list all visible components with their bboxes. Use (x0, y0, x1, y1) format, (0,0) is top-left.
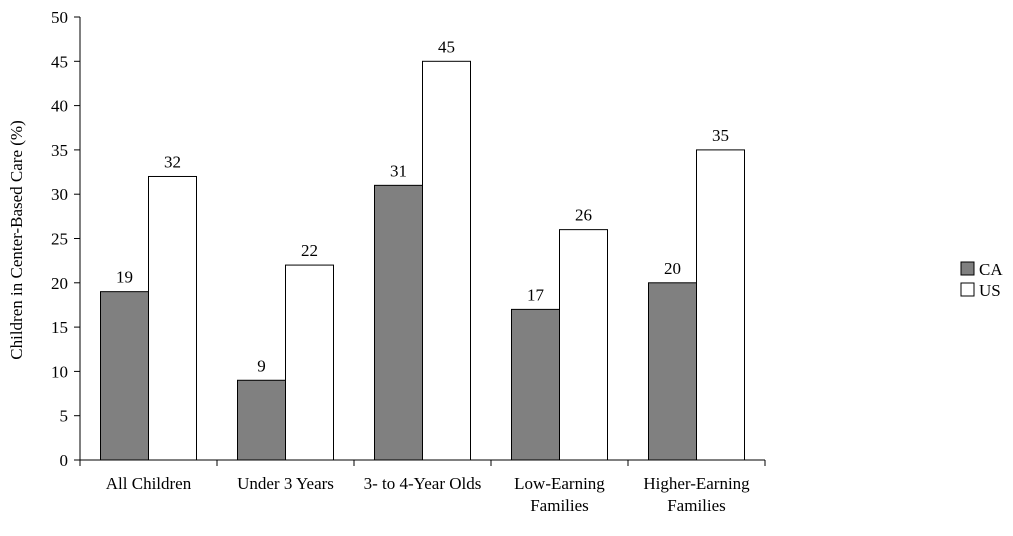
plot-area: 19 9 31 17 20 32 22 45 26 35 0 5 10 15 20 25 30 35 40 45 50 A… (51, 8, 766, 515)
legend-swatch-ca (960, 261, 975, 276)
bar-ca-2 (374, 184, 423, 461)
data-label-us-1: 22 (301, 241, 318, 260)
y-tick-label-20: 20 (51, 274, 68, 293)
data-label-us-4: 35 (712, 126, 729, 145)
legend-label-ca: CA (979, 260, 1003, 279)
y-tick-label-25: 25 (51, 230, 68, 249)
data-label-us-2: 45 (438, 37, 455, 56)
data-label-us-0: 32 (164, 152, 181, 171)
x-tick-label-1: Under 3 Years (237, 474, 334, 493)
legend-swatch-us (960, 282, 975, 297)
bar-us-1 (285, 264, 334, 461)
bar-us-2 (422, 60, 471, 461)
y-tick-label-30: 30 (51, 185, 68, 204)
x-tick-label-2: 3- to 4-Year Olds (364, 474, 482, 493)
y-tick-label-35: 35 (51, 141, 68, 160)
y-tick-label-40: 40 (51, 97, 68, 116)
data-label-ca-0: 19 (116, 268, 133, 287)
y-tick-label-5: 5 (60, 407, 69, 426)
x-tick-label-3: Low-Earning Families (514, 474, 605, 515)
bar-ca-3 (511, 308, 560, 461)
x-tick-label-4: Higher-Earning Families (643, 474, 750, 515)
legend: CA US (960, 260, 1003, 300)
y-tick-label-15: 15 (51, 318, 68, 337)
legend-label-us: US (979, 281, 1001, 300)
y-axis-label: Children in Center-Based Care (%) (7, 120, 26, 359)
y-tick-label-45: 45 (51, 52, 68, 71)
y-tick-label-50: 50 (51, 8, 68, 27)
y-tick-label-0: 0 (60, 451, 69, 470)
bar-us-0 (148, 175, 197, 461)
bar-us-4 (696, 149, 745, 461)
bar-ca-4 (648, 282, 697, 461)
data-label-ca-3: 17 (527, 285, 545, 304)
bar-us-3 (559, 229, 608, 461)
bar-ca-0 (100, 291, 149, 461)
data-label-ca-4: 20 (664, 259, 681, 278)
y-tick-label-10: 10 (51, 362, 68, 381)
x-tick-label-0: All Children (106, 474, 192, 493)
data-label-ca-1: 9 (257, 356, 266, 375)
bar-ca-1 (237, 379, 286, 461)
data-label-ca-2: 31 (390, 161, 407, 180)
data-label-us-3: 26 (575, 206, 592, 225)
